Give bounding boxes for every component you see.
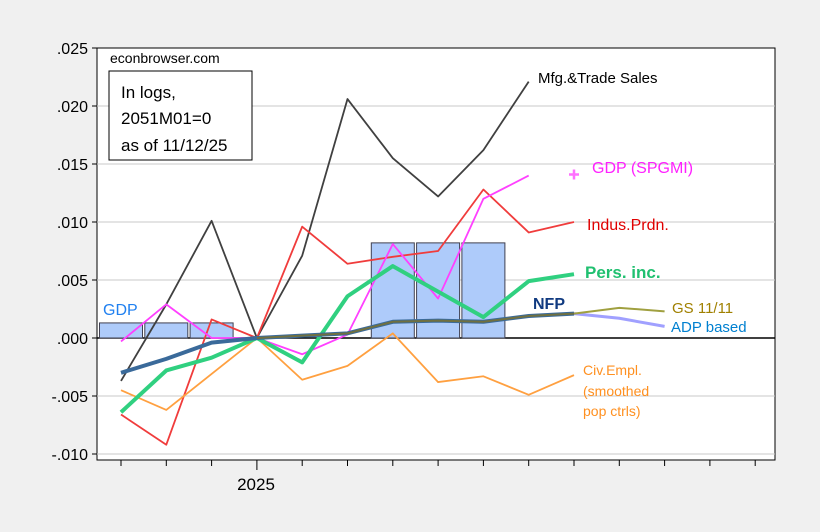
- y-tick-label: -.005: [52, 389, 89, 406]
- note-box: [108, 70, 253, 161]
- series-line-adp-based: [573, 312, 665, 328]
- gdp-bar: [99, 322, 143, 339]
- watermark: econbrowser.com: [110, 50, 220, 66]
- note-line-2: 2051M01=0: [121, 109, 211, 128]
- series-line-gdp-spgmi-: [120, 174, 530, 356]
- label-civ-3: pop ctrls): [583, 403, 641, 419]
- label-pers-inc: Pers. inc.: [585, 263, 661, 282]
- label-gs: GS 11/11: [672, 300, 733, 317]
- label-adp: ADP based: [671, 319, 747, 336]
- label-civ-1: Civ.Empl.: [583, 362, 642, 378]
- series-line-mfg-trade-sales: [120, 81, 530, 382]
- note-line-3: as of 11/12/25: [121, 136, 228, 155]
- label-gdp: GDP: [103, 302, 138, 319]
- series-line-pers-inc-: [119, 264, 575, 414]
- series-line-civ-empl-smoothed-pop-ctrls-: [120, 332, 575, 411]
- series-line-gs-11-11: [573, 306, 665, 315]
- label-nfp: NFP: [533, 296, 565, 313]
- y-tick-label: .025: [57, 41, 88, 58]
- gdp-bar: [144, 322, 189, 339]
- y-tick-label: -.010: [52, 447, 89, 464]
- y-tick-label: .005: [57, 273, 88, 290]
- nfp-overlay-line: [256, 312, 575, 339]
- label-mfg: Mfg.&Trade Sales: [538, 70, 658, 87]
- x-tick-label-2025: 2025: [237, 475, 275, 494]
- note-line-1: In logs,: [121, 83, 176, 102]
- y-tick-label: .010: [57, 215, 88, 232]
- y-tick-label: .020: [57, 99, 88, 116]
- y-tick-label: .015: [57, 157, 88, 174]
- y-tick-label: .000: [57, 331, 88, 348]
- label-indus-prdn: Indus.Prdn.: [587, 217, 669, 234]
- label-gdp-spgmi: GDP (SPGMI): [592, 160, 693, 177]
- label-civ-2: (smoothed: [583, 383, 649, 399]
- gdp-spgmi-marker: [569, 169, 579, 180]
